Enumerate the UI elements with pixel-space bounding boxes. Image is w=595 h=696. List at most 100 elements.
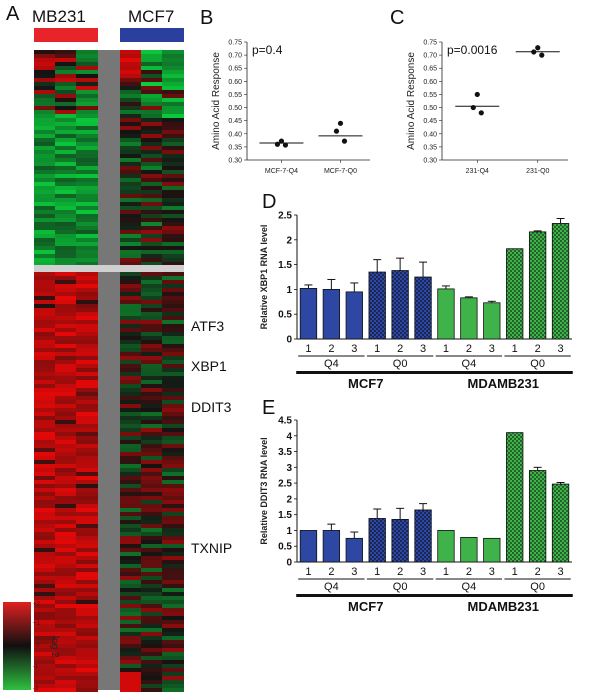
heatmap-cell bbox=[55, 74, 77, 78]
heatmap-cell bbox=[162, 592, 184, 596]
heatmap-cell bbox=[34, 392, 56, 396]
heatmap-cell bbox=[141, 668, 163, 672]
heatmap-cell bbox=[141, 142, 163, 146]
heatmap-cell bbox=[141, 656, 163, 660]
heatmap-cell bbox=[34, 628, 56, 632]
heatmap-cell bbox=[162, 504, 184, 508]
heatmap-cell bbox=[162, 656, 184, 660]
heatmap-cell bbox=[55, 300, 77, 304]
heatmap-cell bbox=[34, 304, 56, 308]
heatmap-cell bbox=[120, 556, 142, 560]
heatmap-cell bbox=[120, 234, 142, 238]
heatmap-cell bbox=[34, 552, 56, 556]
heatmap-cell bbox=[120, 162, 142, 166]
heatmap-cell bbox=[34, 234, 56, 238]
heatmap-cell bbox=[141, 376, 163, 380]
heatmap-cell bbox=[141, 174, 163, 178]
heatmap-cell bbox=[55, 644, 77, 648]
heatmap-cell bbox=[34, 480, 56, 484]
heatmap-cell bbox=[120, 214, 142, 218]
heatmap-cell bbox=[120, 436, 142, 440]
heatmap-cell bbox=[141, 368, 163, 372]
heatmap-cell bbox=[76, 234, 98, 238]
heatmap-cell bbox=[141, 70, 163, 74]
heatmap-cell bbox=[34, 174, 56, 178]
heatmap-cell bbox=[55, 348, 77, 352]
heatmap-cell bbox=[120, 210, 142, 214]
heatmap-cell bbox=[55, 420, 77, 424]
heatmap-cell bbox=[34, 66, 56, 70]
heatmap-cell bbox=[141, 308, 163, 312]
heatmap-cell bbox=[34, 210, 56, 214]
heatmap-cell bbox=[141, 106, 163, 110]
heatmap-cell bbox=[162, 78, 184, 82]
heatmap-cell bbox=[34, 344, 56, 348]
subgroup-label: Q0 bbox=[393, 581, 408, 593]
heatmap-cell bbox=[76, 392, 98, 396]
heatmap-cell bbox=[120, 392, 142, 396]
heatmap-cell bbox=[34, 428, 56, 432]
y-tick-label: 0.60 bbox=[423, 79, 437, 86]
heatmap-cell bbox=[162, 612, 184, 616]
bar-pattern bbox=[391, 270, 409, 339]
heatmap-cell bbox=[141, 292, 163, 296]
heatmap-cell bbox=[76, 504, 98, 508]
panel-d-letter: D bbox=[262, 191, 276, 213]
heatmap-cell bbox=[55, 102, 77, 106]
subgroup-label: Q4 bbox=[462, 581, 477, 593]
heatmap-cell bbox=[120, 304, 142, 308]
heatmap-cell bbox=[120, 222, 142, 226]
heatmap-cell bbox=[141, 520, 163, 524]
heatmap-cell bbox=[76, 110, 98, 114]
heatmap-cell bbox=[55, 504, 77, 508]
heatmap-cell bbox=[120, 484, 142, 488]
heatmap-cell bbox=[76, 272, 98, 276]
heatmap-cell bbox=[34, 640, 56, 644]
heatmap-cell bbox=[162, 636, 184, 640]
heatmap-cell bbox=[141, 492, 163, 496]
heatmap-cell bbox=[76, 214, 98, 218]
heatmap-cell bbox=[55, 408, 77, 412]
heatmap-cell bbox=[141, 516, 163, 520]
heatmap-cell bbox=[55, 66, 77, 70]
colorbar-label: log 2 bbox=[49, 636, 60, 658]
heatmap-cell bbox=[120, 624, 142, 628]
heatmap-matrix bbox=[34, 50, 184, 692]
bar-pattern bbox=[414, 277, 432, 339]
heatmap-cell bbox=[55, 516, 77, 520]
heatmap-cell bbox=[120, 258, 142, 262]
heatmap-cell bbox=[34, 74, 56, 78]
heatmap-cell bbox=[120, 94, 142, 98]
heatmap-cell bbox=[76, 50, 98, 54]
heatmap-cell bbox=[141, 118, 163, 122]
heatmap-cell bbox=[120, 516, 142, 520]
y-tick-label: 0.50 bbox=[228, 105, 242, 112]
heatmap-cell bbox=[162, 230, 184, 234]
heatmap-cell bbox=[34, 186, 56, 190]
heatmap-cell bbox=[76, 250, 98, 254]
x-tick-label: 2 bbox=[466, 343, 472, 355]
heatmap-cell bbox=[141, 468, 163, 472]
heatmap-cell bbox=[55, 584, 77, 588]
heatmap-cell bbox=[120, 512, 142, 516]
heatmap-group-bar-mcf7 bbox=[120, 28, 184, 42]
heatmap-cell bbox=[162, 70, 184, 74]
heatmap-cell bbox=[34, 408, 56, 412]
heatmap-cell bbox=[76, 500, 98, 504]
heatmap-cell bbox=[34, 676, 56, 680]
heatmap-cell bbox=[162, 620, 184, 624]
heatmap-cell bbox=[162, 102, 184, 106]
colorbar-tick: +1 bbox=[33, 621, 41, 627]
heatmap-cell bbox=[120, 166, 142, 170]
heatmap-cell bbox=[34, 312, 56, 316]
data-point bbox=[278, 138, 285, 144]
heatmap-cell bbox=[120, 198, 142, 202]
heatmap-cell bbox=[55, 142, 77, 146]
y-tick-label: 0.75 bbox=[228, 40, 242, 47]
heatmap-cell bbox=[55, 376, 77, 380]
heatmap-cell bbox=[120, 182, 142, 186]
heatmap-cell bbox=[141, 110, 163, 114]
heatmap-cell bbox=[120, 62, 142, 66]
heatmap-cell bbox=[55, 162, 77, 166]
y-tick-label: 1.5 bbox=[278, 260, 292, 271]
